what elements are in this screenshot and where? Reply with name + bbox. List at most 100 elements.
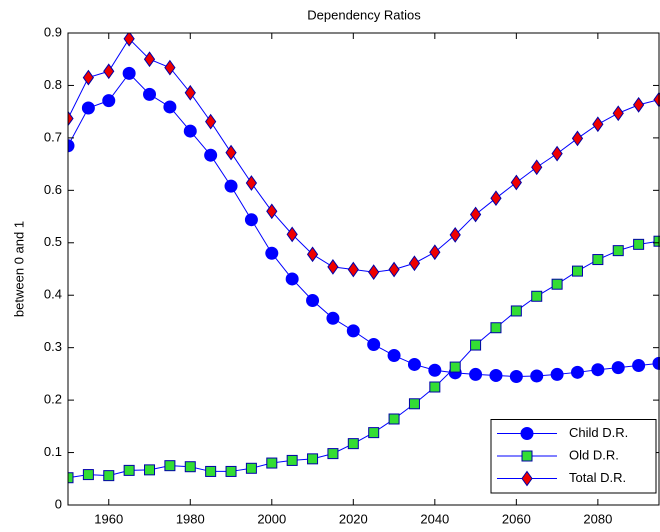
marker (388, 413, 400, 425)
marker (592, 254, 604, 266)
legend-label: Old D.R. (569, 447, 619, 462)
marker (68, 110, 74, 127)
marker (469, 367, 483, 381)
marker (143, 87, 157, 101)
marker (509, 370, 523, 384)
marker (102, 94, 116, 108)
plot-area (68, 33, 660, 484)
marker (490, 190, 502, 207)
y-tick-label: 0.1 (44, 444, 62, 459)
marker (388, 261, 400, 278)
marker (144, 464, 156, 476)
marker (387, 349, 401, 363)
marker (368, 264, 380, 281)
x-tick-label: 2020 (339, 511, 368, 526)
marker (122, 66, 136, 80)
marker (407, 357, 421, 371)
marker (551, 278, 563, 290)
y-tick-label: 0.6 (44, 182, 62, 197)
marker (469, 206, 482, 223)
y-tick-label: 0.7 (44, 129, 62, 144)
marker (81, 101, 95, 115)
marker (306, 293, 320, 307)
marker (368, 427, 380, 439)
marker (346, 324, 360, 338)
y-axis-label: between 0 and 1 (11, 221, 26, 317)
marker (429, 244, 441, 261)
marker (225, 465, 237, 477)
x-tick-label: 1960 (94, 511, 123, 526)
y-tick-label: 0.8 (44, 77, 62, 92)
marker (429, 381, 441, 393)
marker (633, 238, 645, 250)
legend-label: Child D.R. (569, 425, 628, 440)
marker (307, 453, 319, 465)
marker (408, 398, 420, 410)
marker (428, 363, 442, 377)
marker (408, 255, 421, 272)
marker (550, 367, 564, 381)
marker (510, 305, 522, 317)
marker (570, 365, 584, 379)
y-tick-label: 0.3 (44, 339, 62, 354)
marker (245, 175, 258, 191)
marker (531, 159, 543, 176)
marker (612, 105, 624, 122)
marker (470, 339, 482, 351)
x-tick-label: 1980 (176, 511, 205, 526)
legend-marker (521, 470, 533, 487)
marker (306, 246, 319, 263)
marker (326, 311, 340, 325)
x-tick-label: 2060 (502, 511, 531, 526)
marker (327, 259, 339, 275)
marker (68, 139, 75, 153)
marker (82, 469, 94, 481)
marker (266, 457, 278, 469)
marker (245, 462, 257, 474)
chart-title: Dependency Ratios (307, 7, 421, 22)
marker (266, 203, 278, 220)
marker (611, 361, 625, 375)
marker (164, 460, 176, 472)
marker (449, 361, 461, 373)
marker (571, 265, 583, 277)
marker (510, 174, 522, 191)
marker (489, 368, 503, 382)
marker (103, 63, 115, 80)
marker (183, 124, 197, 138)
y-tick-label: 0 (55, 496, 62, 511)
marker (286, 454, 298, 466)
marker (347, 261, 359, 278)
x-tick-label: 2000 (257, 511, 286, 526)
marker (103, 470, 115, 482)
marker (205, 113, 217, 130)
marker (205, 465, 217, 477)
y-tick-label: 0.4 (44, 287, 62, 302)
marker (592, 116, 604, 133)
marker (367, 338, 381, 352)
marker (347, 438, 359, 450)
marker (82, 69, 94, 86)
marker (204, 148, 218, 162)
marker (143, 51, 156, 68)
marker (224, 179, 238, 193)
marker (490, 322, 502, 334)
marker (164, 59, 176, 76)
legend-marker (520, 427, 534, 440)
marker (327, 448, 339, 460)
x-tick-label: 2080 (583, 511, 612, 526)
marker (633, 96, 645, 113)
marker (244, 213, 258, 227)
marker (286, 226, 298, 243)
marker (531, 290, 543, 302)
marker (68, 472, 74, 484)
marker (612, 245, 624, 257)
legend-marker (521, 450, 533, 462)
legend-label: Total D.R. (569, 470, 626, 485)
marker (123, 33, 135, 47)
axes-box (67, 32, 660, 506)
marker (285, 272, 299, 286)
marker (571, 130, 584, 147)
marker (530, 369, 544, 383)
